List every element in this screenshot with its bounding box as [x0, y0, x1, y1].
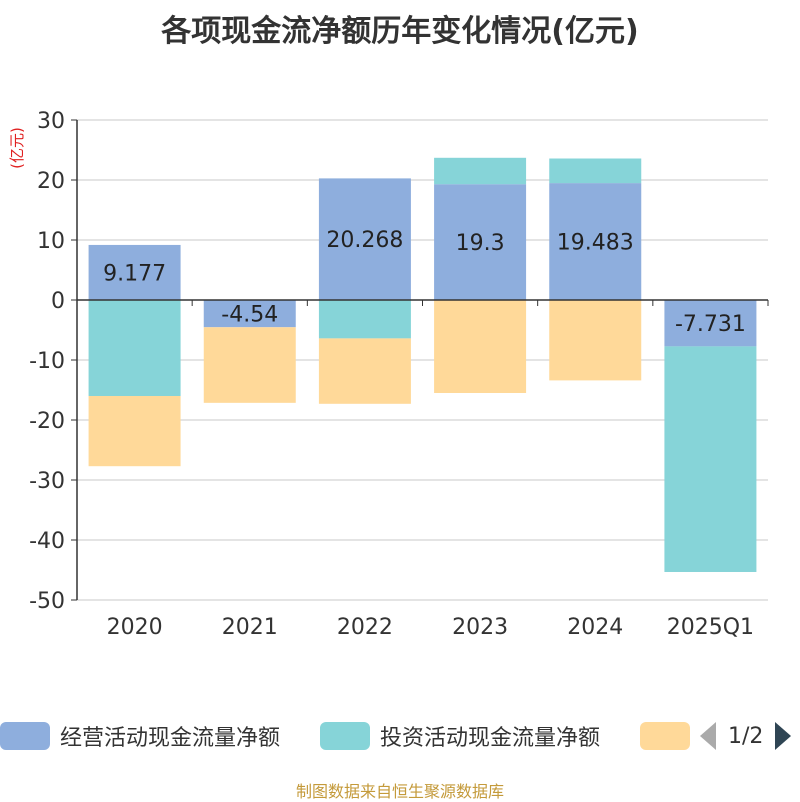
bar-financing: [88, 396, 181, 467]
legend-item-financing[interactable]: [640, 716, 690, 756]
legend-label-operating: 经营活动现金流量净额: [60, 726, 281, 751]
y-axis-unit-label: (亿元): [8, 127, 26, 169]
chart-title: 各项现金流净额历年变化情况(亿元): [161, 14, 639, 49]
bar-operating: [203, 300, 296, 328]
legend-swatch-investing: [320, 722, 370, 750]
y-tick-label: -10: [29, 349, 65, 374]
legend-swatch-financing: [640, 722, 690, 750]
legend-item-operating[interactable]: 经营活动现金流量净额: [0, 716, 280, 756]
bar-operating: [664, 300, 757, 347]
bar-investing: [434, 157, 527, 185]
x-tick-label: 2025Q1: [667, 615, 754, 640]
y-tick-label: 30: [37, 109, 65, 134]
y-tick-label: -40: [29, 529, 65, 554]
bar-operating: [434, 184, 527, 300]
y-tick-label: -30: [29, 469, 65, 494]
legend-page-indicator: 1/2: [728, 723, 764, 749]
bar-financing: [203, 327, 296, 403]
legend-pager: 1/2: [700, 716, 792, 756]
y-tick-label: -20: [29, 409, 65, 434]
x-tick-label: 2024: [567, 615, 623, 640]
bar-investing: [318, 300, 411, 339]
x-tick-label: 2023: [452, 615, 508, 640]
data-label: 20.268: [326, 228, 403, 253]
bar-financing: [434, 300, 527, 393]
legend-item-investing[interactable]: 投资活动现金流量净额: [320, 716, 600, 756]
data-label: 9.177: [103, 261, 166, 286]
legend-label-investing: 投资活动现金流量净额: [380, 726, 601, 751]
bar-operating: [88, 244, 181, 300]
bar-financing: [549, 300, 642, 381]
bar-financing: [318, 338, 411, 404]
data-label: 19.3: [456, 231, 505, 256]
legend: 经营活动现金流量净额 投资活动现金流量净额: [0, 716, 800, 756]
data-label: -7.731: [675, 312, 746, 337]
bar-operating: [549, 183, 642, 300]
bar-investing: [664, 346, 757, 572]
next-page-icon[interactable]: [775, 722, 792, 750]
bar-investing: [88, 300, 181, 396]
data-label: 19.483: [557, 231, 634, 256]
data-label: -4.54: [221, 303, 278, 328]
bar-operating: [318, 178, 411, 300]
bar-investing: [549, 158, 642, 184]
legend-swatch-operating: [0, 722, 50, 750]
y-tick-label: 20: [37, 169, 65, 194]
y-tick-label: 10: [37, 229, 65, 254]
x-tick-label: 2021: [222, 615, 278, 640]
y-tick-label: 0: [51, 289, 65, 314]
y-tick-label: -50: [29, 589, 65, 614]
data-source: 制图数据来自恒生聚源数据库: [295, 782, 504, 801]
x-tick-label: 2020: [107, 615, 163, 640]
prev-page-icon[interactable]: [700, 722, 716, 750]
chart-area: 30 20 10 0 -10 -20 -30 -40 -50 (亿元) 9.177 -4.54 20.2…: [8, 109, 769, 640]
x-tick-label: 2022: [337, 615, 393, 640]
